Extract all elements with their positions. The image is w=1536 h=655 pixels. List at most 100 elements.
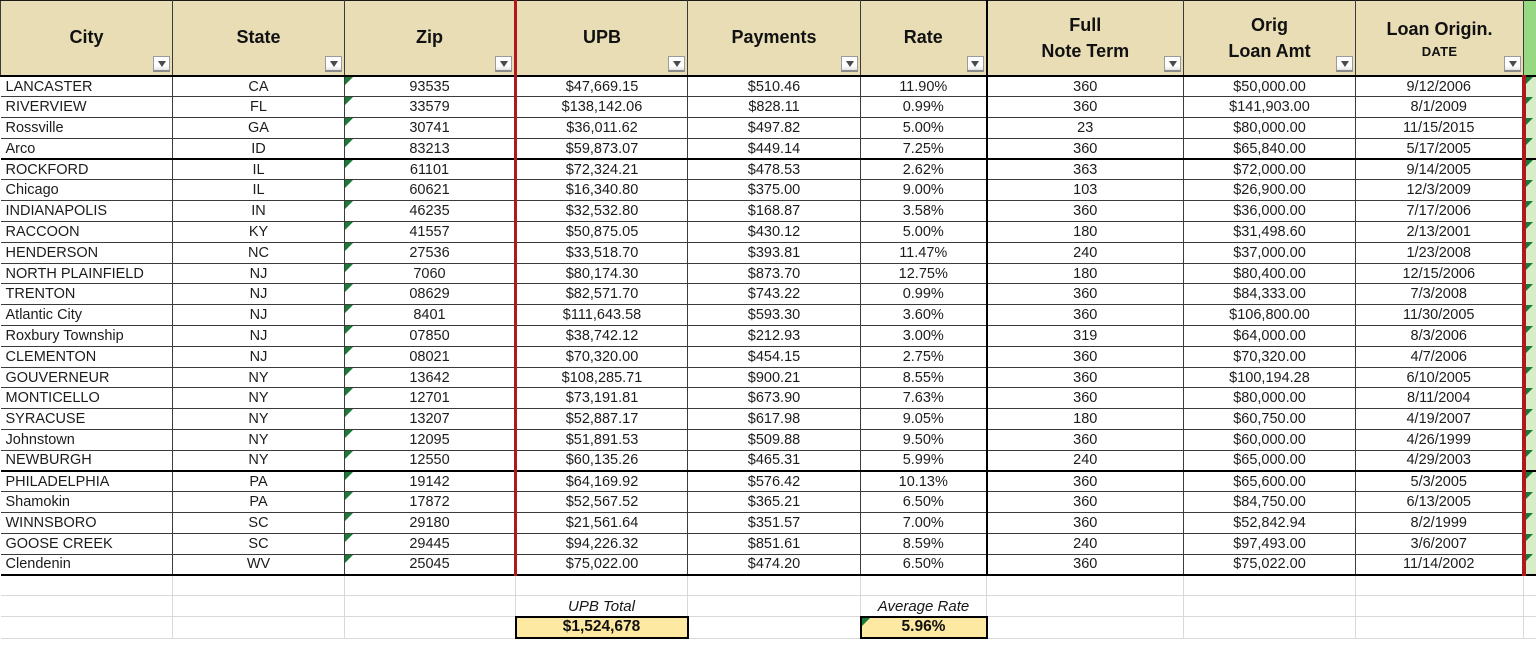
cell-payments[interactable]: $509.88 <box>687 429 861 451</box>
cell-zip[interactable]: 29180 <box>344 512 516 535</box>
cell-city[interactable]: Shamokin <box>0 491 173 514</box>
cell-zip[interactable]: 30741 <box>344 117 516 139</box>
column-header-zip[interactable]: Zip <box>344 0 516 77</box>
empty-cell[interactable] <box>172 574 345 597</box>
cell-orig[interactable]: $37,000.00 <box>1183 241 1356 264</box>
cell-city[interactable]: WINNSBORO <box>0 512 173 535</box>
cell-term[interactable]: 360 <box>985 366 1184 389</box>
cell-upb[interactable]: $47,669.15 <box>514 75 688 98</box>
cell-city[interactable]: HENDERSON <box>0 241 173 264</box>
cell-upb[interactable]: $59,873.07 <box>514 137 688 161</box>
cell-payments[interactable]: $365.21 <box>687 491 861 514</box>
column-header-orig[interactable]: Orig Loan Amt <box>1183 0 1356 77</box>
column-header-term[interactable]: Full Note Term <box>985 0 1184 77</box>
cell-zip[interactable]: 33579 <box>344 96 516 119</box>
cell-upb[interactable]: $73,191.81 <box>514 387 688 410</box>
cell-state[interactable]: IL <box>172 179 345 202</box>
cell-upb[interactable]: $72,324.21 <box>514 158 688 181</box>
cell-state[interactable]: NY <box>172 387 345 410</box>
cell-payments[interactable]: $393.81 <box>687 241 861 264</box>
empty-cell[interactable] <box>0 616 173 639</box>
cell-city[interactable]: MONTICELLO <box>0 387 173 410</box>
empty-cell[interactable] <box>515 574 688 597</box>
column-header-upb[interactable]: UPB <box>514 0 688 77</box>
cell-upb[interactable]: $94,226.32 <box>514 533 688 555</box>
cell-rate[interactable]: 5.00% <box>860 117 987 139</box>
cell-upb[interactable]: $52,567.52 <box>514 491 688 514</box>
cell-state[interactable]: NY <box>172 449 345 473</box>
empty-cell[interactable] <box>344 616 516 639</box>
cell-rate[interactable]: 6.50% <box>860 491 987 514</box>
cell-date[interactable]: 12/3/2009 <box>1355 179 1524 202</box>
column-header-date[interactable]: Loan Origin. DATE <box>1355 0 1524 77</box>
cell-zip[interactable]: 29445 <box>344 533 516 555</box>
cell-date[interactable]: 6/10/2005 <box>1355 366 1524 389</box>
cell-city[interactable]: Roxbury Township <box>0 325 173 347</box>
cell-term[interactable]: 180 <box>985 408 1184 431</box>
cell-zip[interactable]: 17872 <box>344 491 516 514</box>
cell-city[interactable]: LANCASTER <box>0 75 173 98</box>
filter-dropdown-icon[interactable] <box>1164 56 1181 72</box>
cell-city[interactable]: Rossville <box>0 117 173 139</box>
cell-date[interactable]: 1/23/2008 <box>1355 241 1524 264</box>
cell-upb[interactable]: $70,320.00 <box>514 345 688 368</box>
cell-upb[interactable]: $82,571.70 <box>514 283 688 306</box>
cell-rate[interactable]: 0.99% <box>860 283 987 306</box>
cell-term[interactable]: 360 <box>985 304 1184 327</box>
cell-date[interactable]: 8/3/2006 <box>1355 325 1524 347</box>
cell-upb[interactable]: $16,340.80 <box>514 179 688 202</box>
filter-dropdown-icon[interactable] <box>841 56 858 72</box>
cell-term[interactable]: 240 <box>985 241 1184 264</box>
cell-orig[interactable]: $80,000.00 <box>1183 117 1356 139</box>
empty-cell[interactable] <box>344 574 516 597</box>
empty-cell[interactable] <box>1355 616 1524 639</box>
column-header-payments[interactable]: Payments <box>687 0 861 77</box>
cell-date[interactable]: 11/30/2005 <box>1355 304 1524 327</box>
cell-rate[interactable]: 10.13% <box>860 470 987 493</box>
empty-cell[interactable] <box>1523 574 1536 597</box>
cell-rate[interactable]: 3.60% <box>860 304 987 327</box>
cell-upb[interactable]: $64,169.92 <box>514 470 688 493</box>
cell-date[interactable]: 4/29/2003 <box>1355 449 1524 473</box>
cell-rate[interactable]: 8.55% <box>860 366 987 389</box>
cell-zip[interactable]: 46235 <box>344 200 516 223</box>
cell-payments[interactable]: $449.14 <box>687 137 861 161</box>
empty-cell[interactable] <box>1523 595 1536 618</box>
cell-term[interactable]: 360 <box>985 200 1184 223</box>
cell-date[interactable]: 4/7/2006 <box>1355 345 1524 368</box>
cell-payments[interactable]: $430.12 <box>687 221 861 243</box>
cell-orig[interactable]: $65,000.00 <box>1183 449 1356 473</box>
cell-orig[interactable]: $31,498.60 <box>1183 221 1356 243</box>
cell-rate[interactable]: 2.75% <box>860 345 987 368</box>
cell-city[interactable]: PHILADELPHIA <box>0 470 173 493</box>
cell-rate[interactable]: 6.50% <box>860 553 987 577</box>
cell-orig[interactable]: $80,000.00 <box>1183 387 1356 410</box>
filter-dropdown-icon[interactable] <box>495 56 512 72</box>
cell-state[interactable]: PA <box>172 470 345 493</box>
cell-date[interactable]: 2/13/2001 <box>1355 221 1524 243</box>
filter-dropdown-icon[interactable] <box>966 56 984 72</box>
cell-rate[interactable]: 11.47% <box>860 241 987 264</box>
filter-dropdown-icon[interactable] <box>668 56 685 72</box>
cell-term[interactable]: 360 <box>985 345 1184 368</box>
cell-rate[interactable]: 5.99% <box>860 449 987 473</box>
cell-state[interactable]: NJ <box>172 345 345 368</box>
cell-state[interactable]: NY <box>172 429 345 451</box>
cell-rate[interactable]: 0.99% <box>860 96 987 119</box>
upb-total-value[interactable]: $1,524,678 <box>514 615 689 640</box>
cell-zip[interactable]: 08021 <box>344 345 516 368</box>
cell-payments[interactable]: $351.57 <box>687 512 861 535</box>
cell-payments[interactable]: $743.22 <box>687 283 861 306</box>
empty-cell[interactable] <box>1183 616 1356 639</box>
cell-rate[interactable]: 3.58% <box>860 200 987 223</box>
cell-state[interactable]: WV <box>172 553 345 577</box>
cell-state[interactable]: NY <box>172 408 345 431</box>
cell-term[interactable]: 360 <box>985 470 1184 493</box>
cell-zip[interactable]: 7060 <box>344 262 516 285</box>
cell-orig[interactable]: $64,000.00 <box>1183 325 1356 347</box>
cell-orig[interactable]: $75,022.00 <box>1183 553 1356 577</box>
cell-term[interactable]: 360 <box>985 491 1184 514</box>
cell-zip[interactable]: 25045 <box>344 553 516 577</box>
cell-orig[interactable]: $26,900.00 <box>1183 179 1356 202</box>
cell-city[interactable]: ROCKFORD <box>0 158 173 181</box>
